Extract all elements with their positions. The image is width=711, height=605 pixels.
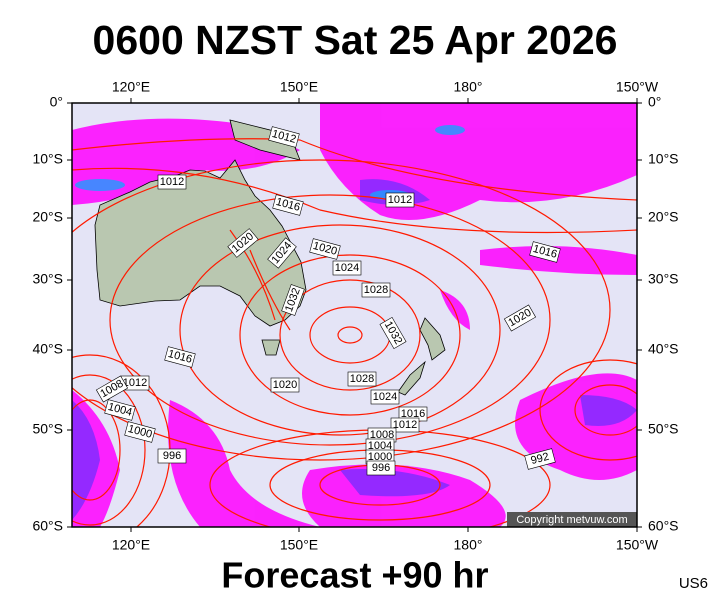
isobar-label-text: 1012 xyxy=(393,419,417,431)
isobar-label-box xyxy=(309,238,341,260)
isobar-label-box xyxy=(267,237,297,269)
isobar-label: 996 xyxy=(157,448,187,464)
lon-label-bottom: 150°W xyxy=(616,537,659,553)
isobar-label-text: 1000 xyxy=(368,451,392,463)
isobar-label-box xyxy=(124,421,156,443)
isobar-label-box xyxy=(157,448,187,464)
isobar-label-box xyxy=(104,399,136,421)
forecast-label: Forecast +90 hr xyxy=(221,555,488,596)
isobar-label-box xyxy=(227,228,259,258)
lat-label-right: 0° xyxy=(648,94,661,110)
isobar-label-box xyxy=(366,460,396,476)
isobar-label-box xyxy=(361,282,391,298)
isobar-label-box xyxy=(524,448,556,470)
lat-label-left: 40°S xyxy=(32,341,63,357)
isobar-label: 1032 xyxy=(281,284,305,316)
isobar-label-text: 1016 xyxy=(401,408,425,420)
isobar-label: 1012 xyxy=(120,375,150,391)
isobar-label-text: 1028 xyxy=(350,373,374,385)
isobar-label-box xyxy=(281,284,305,316)
isobar-label-box xyxy=(529,241,561,263)
isobar-label: 1012 xyxy=(157,174,187,190)
isobar-label-box xyxy=(503,304,537,332)
isobar-label-text: 1024 xyxy=(335,262,359,274)
isobar-label-box xyxy=(347,371,377,387)
lat-label-left: 30°S xyxy=(32,271,63,287)
map-area: Copyright metvuw.com xyxy=(72,103,637,527)
isobar-label-box xyxy=(157,174,187,190)
lon-label-bottom: 120°E xyxy=(112,537,150,553)
isobar-label: 1024 xyxy=(370,389,400,405)
isobar-label-box xyxy=(370,389,400,405)
isobar-label-box xyxy=(270,377,300,393)
isobar-label-box xyxy=(95,375,129,403)
isobar-label-text: 1012 xyxy=(160,176,184,188)
lat-label-left: 60°S xyxy=(32,518,63,534)
isobar-label-text: 1012 xyxy=(123,377,147,389)
title: 0600 NZST Sat 25 Apr 2026 xyxy=(93,17,618,63)
lat-label-left: 50°S xyxy=(32,421,63,437)
isobar-label: 1000 xyxy=(365,449,395,465)
product-code: US6 xyxy=(679,575,708,592)
lon-label-top: 150°E xyxy=(280,79,318,95)
isobar-label-text: 1024 xyxy=(373,391,397,403)
lat-label-left: 10°S xyxy=(32,151,63,167)
isobar-label: 1016 xyxy=(272,194,304,216)
isobar-label: 1020 xyxy=(309,238,341,260)
isobar-label-text: 1008 xyxy=(370,429,394,441)
isobar-label: 1016 xyxy=(164,346,196,368)
lon-label-bottom: 150°E xyxy=(280,537,318,553)
isobar-label: 1004 xyxy=(104,399,136,421)
copyright: Copyright metvuw.com xyxy=(516,514,627,526)
isobar-label-text: 1020 xyxy=(273,379,297,391)
isobar-label-box xyxy=(332,260,362,276)
isobar-label-text: 1028 xyxy=(364,284,388,296)
isobar-label-text: 992 xyxy=(530,451,551,467)
isobar-label: 1012 xyxy=(268,126,300,148)
map-frame xyxy=(71,102,638,528)
isobar-label: 1020 xyxy=(270,377,300,393)
isobar-label: 1008 xyxy=(367,427,397,443)
isobar-label: 1004 xyxy=(365,438,395,454)
isobar-label-box xyxy=(379,316,407,350)
isobar-label: 1012 xyxy=(390,417,420,433)
isobar-label: 1000 xyxy=(124,421,156,443)
isobar-label: 1016 xyxy=(398,406,428,422)
isobar-label-text: 996 xyxy=(372,462,390,474)
isobar-label-text: 1004 xyxy=(368,440,392,452)
isobar-label-text: 1012 xyxy=(388,194,412,206)
lat-label-left: 0° xyxy=(50,94,63,110)
lon-label-top: 180° xyxy=(454,79,483,95)
isobar-label: 996 xyxy=(366,460,396,476)
lat-label-right: 10°S xyxy=(648,151,679,167)
lon-label-top: 120°E xyxy=(112,79,150,95)
lat-label-left: 20°S xyxy=(32,209,63,225)
isobar-label-text: 996 xyxy=(163,450,181,462)
isobar-label: 992 xyxy=(524,448,556,470)
isobar-label: 1024 xyxy=(332,260,362,276)
isobar-label-box xyxy=(390,417,420,433)
lon-label-bottom: 180° xyxy=(454,537,483,553)
lat-label-right: 20°S xyxy=(648,209,679,225)
isobar-label: 1016 xyxy=(529,241,561,263)
lat-label-right: 40°S xyxy=(648,341,679,357)
isobar-label-box xyxy=(164,346,196,368)
isobar-label-box xyxy=(272,194,304,216)
isobar-label-box xyxy=(268,126,300,148)
isobar-label: 1028 xyxy=(347,371,377,387)
isobar-label: 1028 xyxy=(361,282,391,298)
lat-label-right: 30°S xyxy=(648,271,679,287)
lat-label-right: 60°S xyxy=(648,518,679,534)
lat-label-right: 50°S xyxy=(648,421,679,437)
isobar-label: 1012 xyxy=(385,192,415,208)
lon-label-top: 150°W xyxy=(616,79,659,95)
isobar-label-box xyxy=(385,192,415,208)
